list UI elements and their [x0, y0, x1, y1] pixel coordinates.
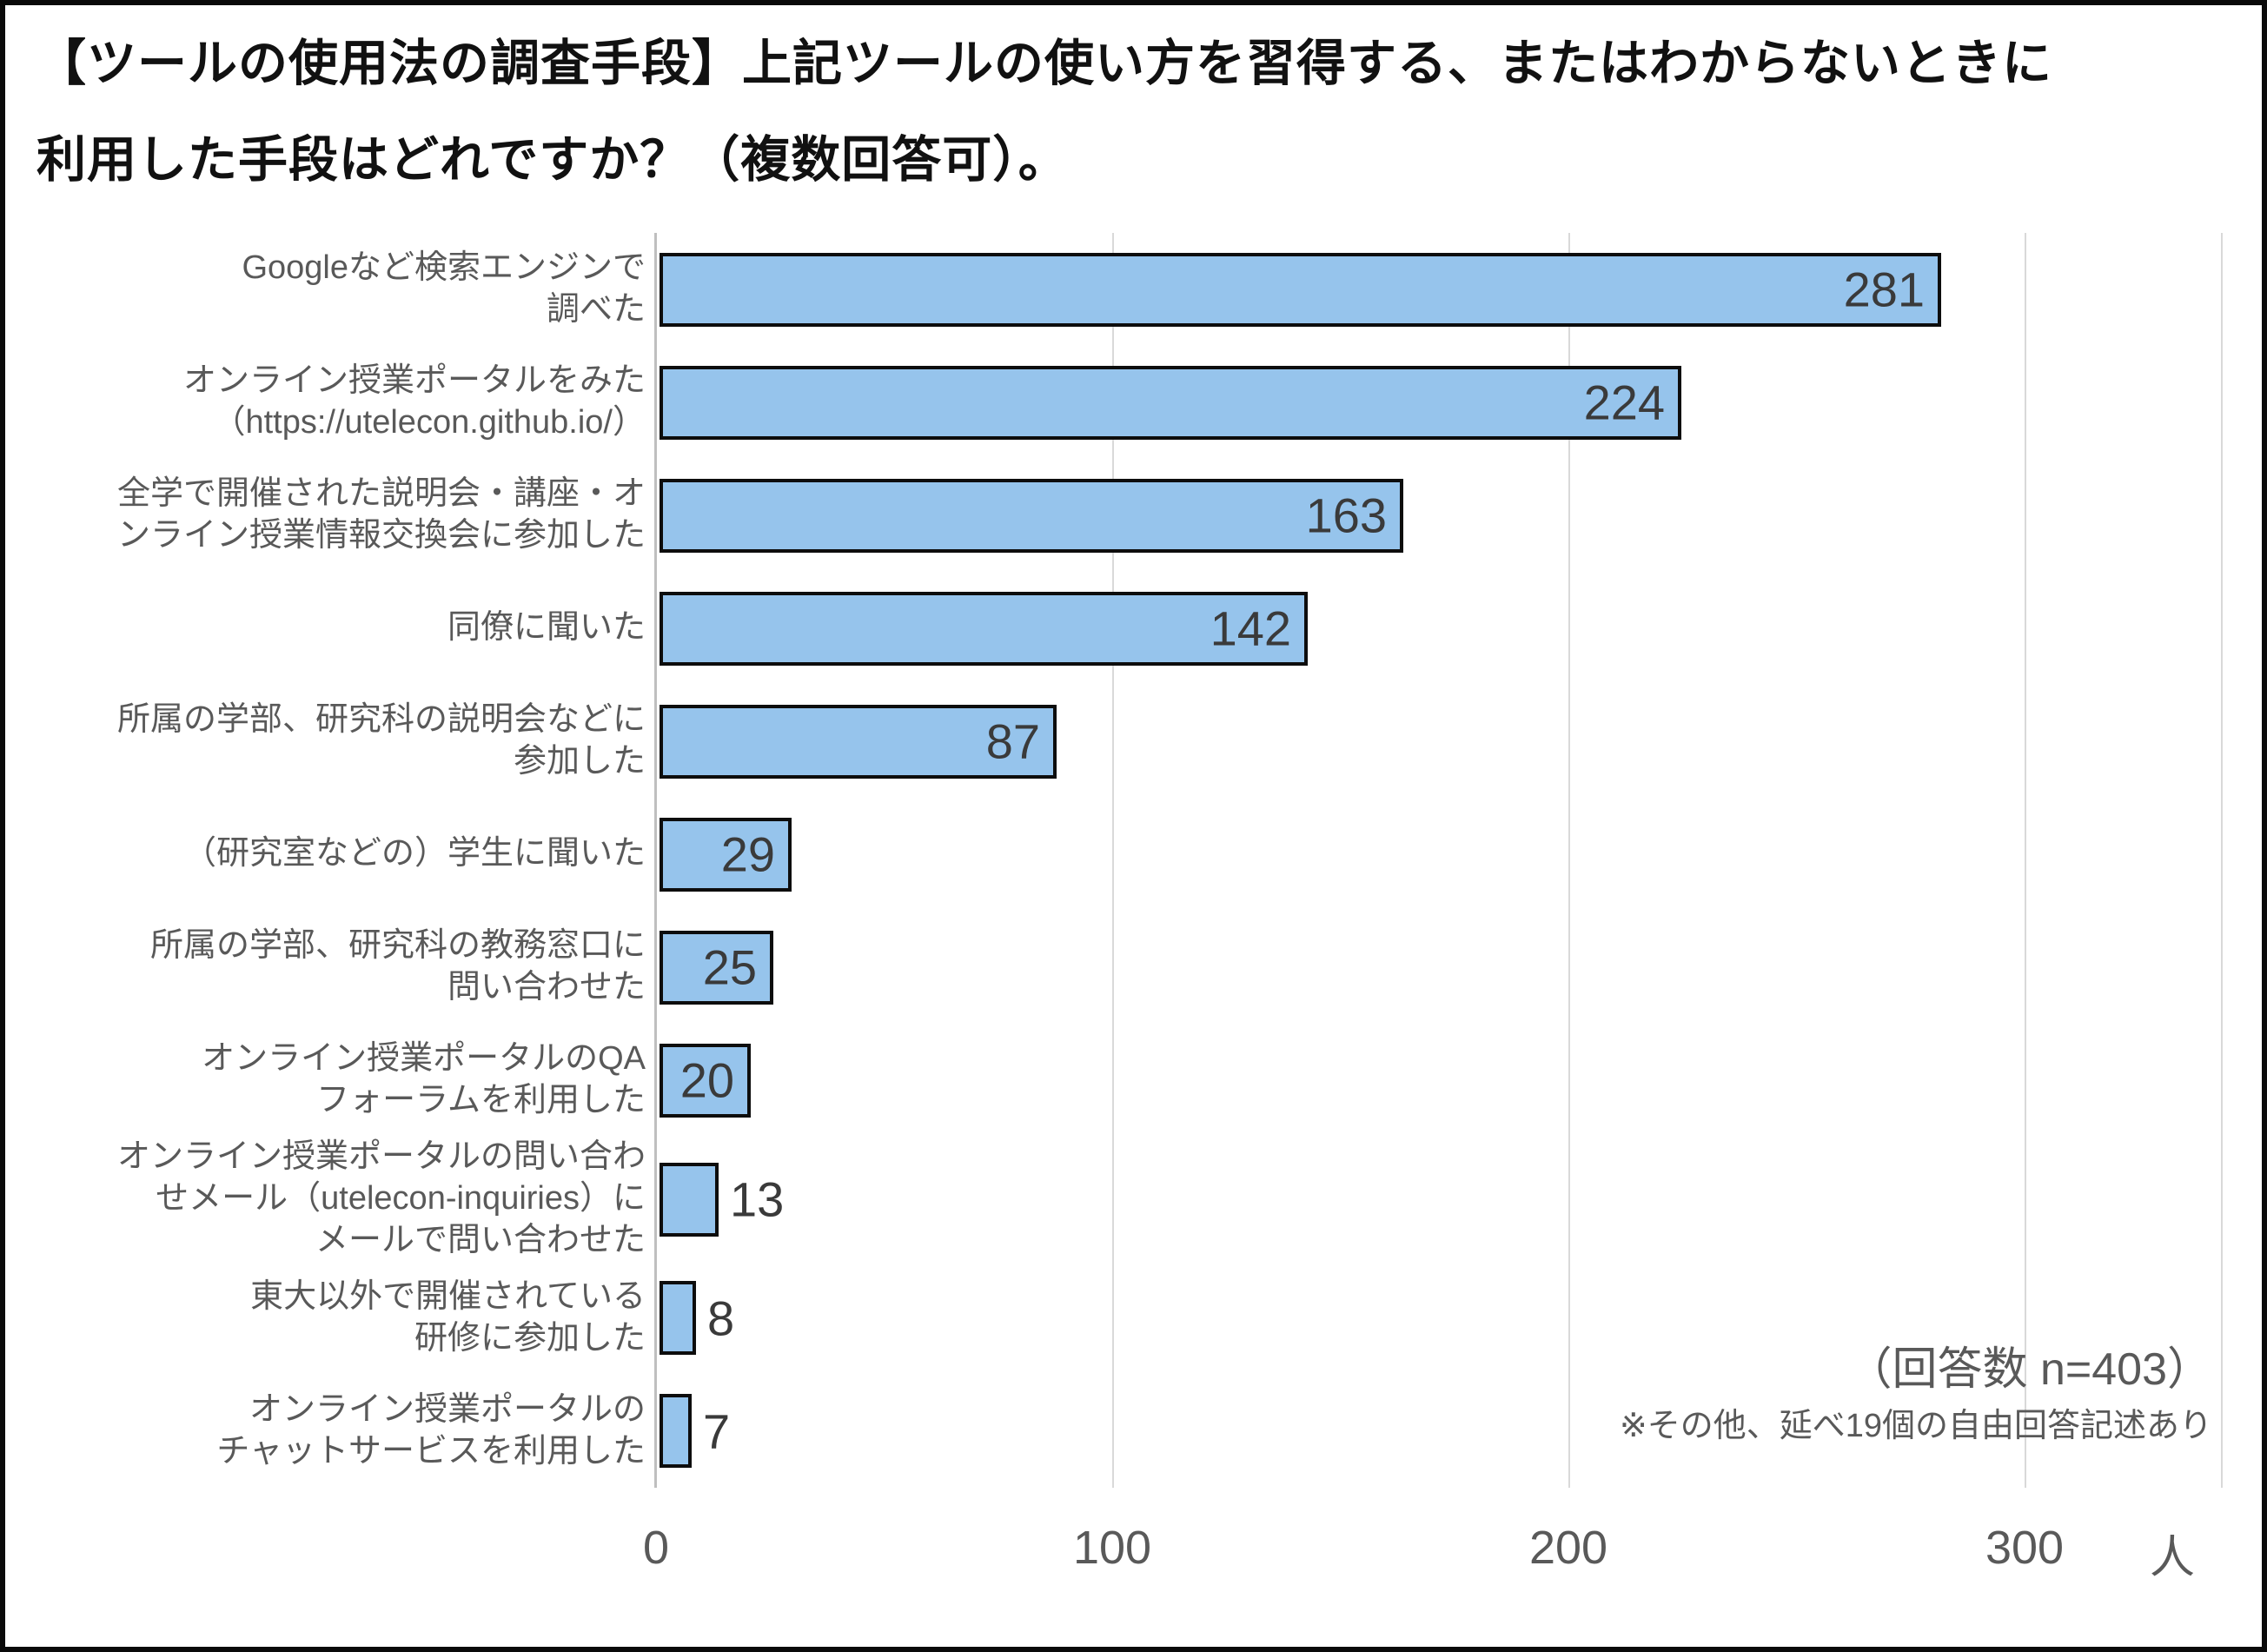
gridline-300 — [2025, 233, 2026, 1488]
y-axis-line — [654, 233, 657, 1488]
chart-row: 所属の学部、研究科の教務窓口に 問い合わせた 25 — [31, 911, 2224, 1024]
bar: 281 — [660, 252, 1941, 327]
value-label: 281 — [1843, 262, 1925, 317]
bar: 163 — [660, 478, 1403, 553]
chart-row: 全学で開催された説明会・講座・オ ンライン授業情報交換会に参加した 163 — [31, 459, 2224, 572]
x-axis-tick-0: 0 — [642, 1522, 670, 1574]
chart-row: オンライン授業ポータルの チャットサービスを利用した 7 — [31, 1375, 2224, 1488]
bar-track: 29 — [660, 798, 2224, 911]
bar: 29 — [660, 817, 792, 892]
chart-row: 東大以外で開催されている 研修に参加した 8 — [31, 1262, 2224, 1375]
value-label: 163 — [1305, 488, 1387, 543]
bar-track: 25 — [660, 911, 2224, 1024]
bar-track: 13 — [660, 1137, 2224, 1262]
bar — [660, 1394, 692, 1469]
bar-track: 163 — [660, 459, 2224, 572]
value-label: 224 — [1583, 375, 1665, 430]
category-label: Googleなど検索エンジンで 調べた — [242, 249, 646, 328]
bar — [660, 1162, 719, 1237]
category-label: 東大以外で開催されている 研修に参加した — [250, 1278, 646, 1357]
x-axis-unit-label: 人 — [2149, 1533, 2196, 1583]
category-label: オンライン授業ポータルをみた （https://utelecon.github.… — [182, 362, 646, 441]
value-label: 20 — [679, 1052, 734, 1108]
chart-row: オンライン授業ポータルをみた （https://utelecon.github.… — [31, 346, 2224, 459]
value-label: 13 — [730, 1171, 785, 1227]
bar: 142 — [660, 591, 1308, 666]
chart-row: 所属の学部、研究科の説明会などに 参加した 87 — [31, 685, 2224, 798]
value-label: 25 — [702, 939, 757, 995]
gridline-200 — [1568, 233, 1570, 1488]
annotation-block: （回答数 n=403） ※その他、延べ19個の自由回答記述あり — [1620, 1342, 2212, 1448]
bar — [660, 1281, 696, 1356]
category-label: 全学で開催された説明会・講座・オ ンライン授業情報交換会に参加した — [116, 475, 646, 554]
bar-track: 7 — [660, 1375, 2224, 1488]
chart-rows: Googleなど検索エンジンで 調べた 281 オンライン授業ポータルをみた （ht… — [31, 233, 2224, 1488]
annotation-note: ※その他、延べ19個の自由回答記述あり — [1619, 1408, 2212, 1444]
bar: 25 — [660, 930, 773, 1005]
bar-track: 142 — [660, 572, 2224, 685]
category-label: 所属の学部、研究科の教務窓口に 問い合わせた — [149, 927, 646, 1006]
x-axis-tick-200: 200 — [1528, 1522, 1608, 1574]
value-label: 7 — [703, 1403, 731, 1459]
chart-row: オンライン授業ポータルのQA フォーラムを利用した 20 — [31, 1024, 2224, 1137]
chart-row: オンライン授業ポータルの問い合わ せメール（utelecon-inquiries… — [31, 1137, 2224, 1262]
bar-track: 224 — [660, 346, 2224, 459]
gridline-100 — [1112, 233, 1114, 1488]
x-axis: 人 0 100 200 300 — [5, 5, 2262, 1647]
category-label: オンライン授業ポータルのQA フォーラムを利用した — [202, 1040, 646, 1119]
chart-row: 同僚に聞いた 142 — [31, 572, 2224, 685]
category-label: オンライン授業ポータルの問い合わ せメール（utelecon-inquiries… — [116, 1138, 646, 1258]
gridline-343 — [2221, 233, 2223, 1488]
value-label: 142 — [1210, 600, 1291, 656]
plot-area: Googleなど検索エンジンで 調べた 281 オンライン授業ポータルをみた （ht… — [5, 5, 2262, 1647]
bar: 87 — [660, 704, 1057, 779]
x-axis-tick-300: 300 — [1985, 1522, 2065, 1574]
bar-track: 8 — [660, 1262, 2224, 1375]
value-label: 87 — [985, 713, 1040, 769]
category-label: 同僚に聞いた — [447, 609, 646, 647]
x-axis-tick-100: 100 — [1072, 1522, 1152, 1574]
value-label: 8 — [707, 1290, 735, 1346]
category-label: オンライン授業ポータルの チャットサービスを利用した — [216, 1391, 646, 1470]
value-label: 29 — [720, 826, 775, 882]
category-label: 所属の学部、研究科の説明会などに 参加した — [116, 701, 646, 780]
bar: 224 — [660, 365, 1681, 440]
bar: 20 — [660, 1043, 751, 1118]
bar-track: 281 — [660, 233, 2224, 346]
annotation-sample-size: （回答数 n=403） — [1846, 1344, 2213, 1395]
chart-row: （研究室などの）学生に聞いた 29 — [31, 798, 2224, 911]
chart-title: 【ツールの使用法の調査手段】上記ツールの使い方を習得する、またはわからないときに… — [36, 36, 2052, 189]
bar-track: 87 — [660, 685, 2224, 798]
bar-track: 20 — [660, 1024, 2224, 1137]
chart-row: Googleなど検索エンジンで 調べた 281 — [31, 233, 2224, 346]
category-label: （研究室などの）学生に聞いた — [182, 835, 646, 872]
